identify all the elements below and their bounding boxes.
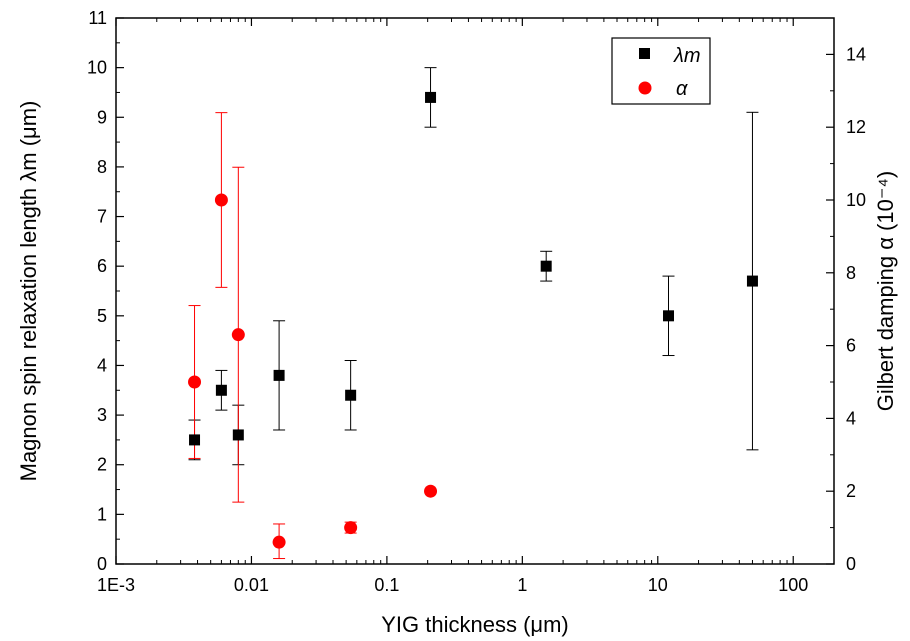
x-tick-label: 10 — [648, 575, 668, 595]
data-point-lambda — [232, 429, 244, 441]
data-point-lambda — [273, 369, 285, 381]
data-point-alpha — [231, 328, 245, 342]
x-tick-label: 1E-3 — [97, 575, 135, 595]
x-axis-title: YIG thickness (μm) — [381, 612, 568, 637]
data-point-alpha — [188, 375, 202, 389]
y-left-tick-label: 5 — [97, 306, 107, 326]
data-point-lambda — [746, 275, 758, 287]
legend-label-alpha: α — [676, 78, 688, 100]
data-point-lambda — [345, 389, 357, 401]
data-point-alpha — [424, 484, 438, 498]
legend-label-lambda: λm — [673, 45, 701, 67]
y-right-axis-title: Gilbert damping α (10⁻⁴) — [873, 171, 898, 411]
y-left-tick-label: 2 — [97, 455, 107, 475]
legend-box — [611, 37, 711, 105]
data-point-alpha — [344, 521, 358, 535]
y-left-tick-label: 3 — [97, 405, 107, 425]
x-tick-label: 1 — [517, 575, 527, 595]
axis-ticks: 1E-3 0.01 0.1 1 10 10001234567891011024681012… — [87, 8, 866, 595]
x-tick-label: 0.1 — [374, 575, 399, 595]
legend-marker-lambda — [639, 48, 650, 59]
y-left-axis-title: Magnon spin relaxation length λm (μm) — [16, 101, 41, 482]
data-point-lambda — [540, 260, 552, 272]
y-right-tick-label: 14 — [846, 44, 866, 64]
x-tick-label: 100 — [778, 575, 808, 595]
y-left-tick-label: 7 — [97, 207, 107, 227]
data-point-lambda — [215, 384, 227, 396]
data-point-lambda — [189, 434, 201, 446]
data-point-alpha — [214, 193, 228, 207]
y-right-tick-label: 2 — [846, 481, 856, 501]
data-point-alpha — [272, 535, 286, 549]
legend: λm α — [611, 37, 711, 105]
x-tick-label: 0.01 — [234, 575, 269, 595]
y-right-tick-label: 10 — [846, 190, 866, 210]
data-points — [188, 91, 758, 549]
legend-marker-alpha — [638, 81, 652, 95]
y-right-tick-label: 4 — [846, 408, 856, 428]
y-left-tick-label: 11 — [88, 8, 107, 28]
y-right-tick-label: 6 — [846, 336, 856, 356]
y-left-tick-label: 1 — [97, 504, 107, 524]
data-point-lambda — [663, 310, 675, 322]
y-left-tick-label: 8 — [97, 157, 107, 177]
y-right-tick-label: 0 — [846, 554, 856, 574]
y-left-tick-label: 9 — [97, 107, 107, 127]
y-left-tick-label: 4 — [97, 355, 107, 375]
y-right-tick-label: 12 — [846, 117, 866, 137]
y-left-tick-label: 6 — [97, 256, 107, 276]
y-left-tick-label: 10 — [87, 58, 107, 78]
y-left-tick-label: 0 — [97, 554, 107, 574]
data-point-lambda — [425, 91, 437, 103]
plot-frame — [115, 17, 835, 565]
y-right-tick-label: 8 — [846, 263, 856, 283]
